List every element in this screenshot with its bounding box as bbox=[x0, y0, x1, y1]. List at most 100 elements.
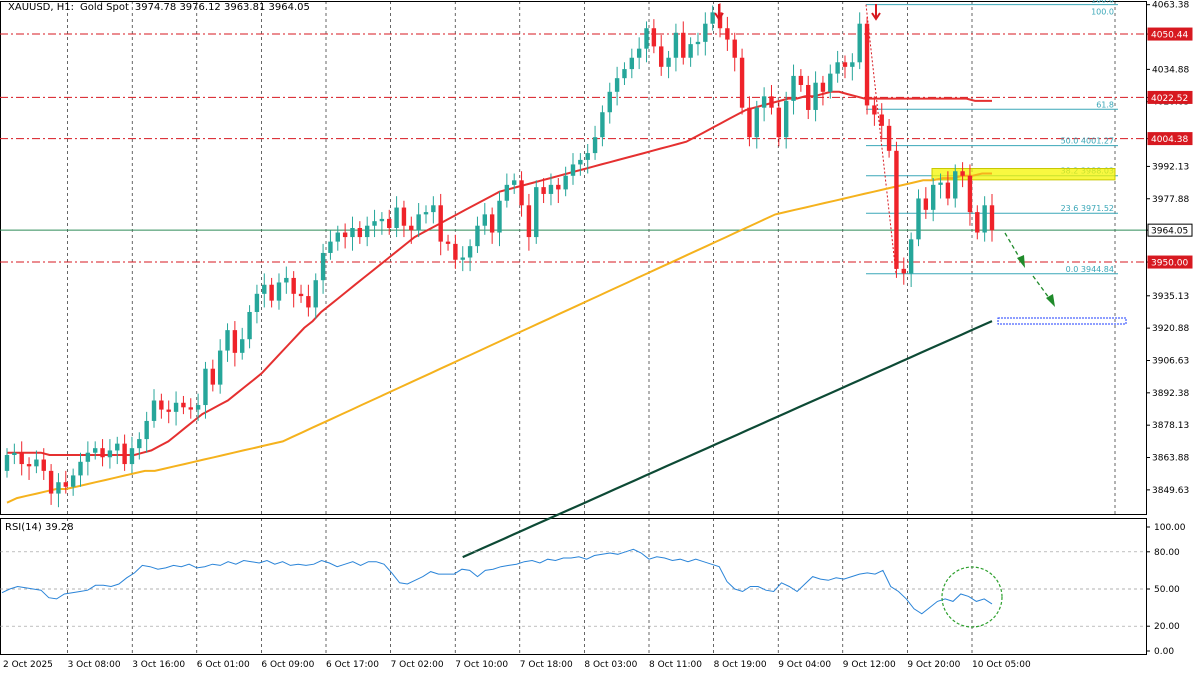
candle-body bbox=[379, 218, 385, 222]
candle-body bbox=[225, 330, 230, 351]
candle-body bbox=[923, 198, 929, 210]
candle-body bbox=[872, 105, 877, 115]
rsi-axis-label: 50.00 bbox=[1154, 585, 1180, 595]
candle-body bbox=[12, 452, 17, 455]
candle-body bbox=[438, 205, 443, 242]
projection-arrow-2 bbox=[1032, 275, 1053, 303]
candle-body bbox=[19, 452, 24, 465]
price-axis-label: 3849.63 bbox=[1152, 486, 1189, 496]
candle-body bbox=[504, 184, 510, 201]
candle-body bbox=[313, 280, 318, 308]
candle-body bbox=[938, 182, 943, 185]
candle-body bbox=[578, 159, 583, 165]
x-tick-label: 3 Oct 08:00 bbox=[68, 660, 121, 670]
candle-body bbox=[100, 448, 105, 458]
candle-body bbox=[401, 207, 407, 226]
projection-arrowhead-1 bbox=[1017, 255, 1025, 268]
candle-body bbox=[306, 296, 311, 308]
candle-body bbox=[967, 175, 973, 213]
candle-body bbox=[195, 405, 201, 410]
rsi-axis-label: 100.00 bbox=[1154, 523, 1186, 533]
price-panel-frame bbox=[0, 1, 1147, 515]
candle-body bbox=[681, 32, 686, 58]
candle-body bbox=[335, 232, 340, 242]
candle-body bbox=[247, 311, 252, 340]
candle-body bbox=[563, 175, 568, 190]
candle-body bbox=[725, 28, 730, 40]
fib-level-label: 50.0 4001.27 bbox=[1061, 137, 1114, 146]
candle-body bbox=[930, 184, 936, 210]
ma-mid-line bbox=[6, 172, 992, 504]
candle-body bbox=[48, 470, 54, 494]
candle-body bbox=[269, 284, 274, 301]
candle-body bbox=[754, 107, 759, 138]
candle-body bbox=[431, 205, 436, 213]
candle-body bbox=[879, 114, 884, 126]
candle-body bbox=[989, 205, 995, 231]
candle-body bbox=[908, 239, 914, 274]
candle-body bbox=[864, 23, 870, 106]
x-tick-label: 6 Oct 17:00 bbox=[326, 660, 379, 670]
x-tick-label: 3 Oct 16:00 bbox=[132, 660, 185, 670]
chart-header: XAUUSD, H1: Gold Spot 3974.78 3976.12 3963… bbox=[8, 2, 316, 13]
candle-body bbox=[894, 150, 899, 269]
price-tag-box bbox=[1147, 90, 1193, 104]
candle-body bbox=[320, 252, 326, 281]
candle-body bbox=[901, 268, 906, 274]
candle-body bbox=[982, 205, 987, 233]
candle-body bbox=[776, 107, 782, 138]
x-tick-label: 8 Oct 11:00 bbox=[649, 660, 702, 670]
candle-body bbox=[556, 184, 561, 190]
candle-body bbox=[703, 23, 708, 42]
candle-body bbox=[328, 241, 333, 253]
price-axis-label: 3935.13 bbox=[1152, 292, 1189, 302]
candle-body bbox=[534, 187, 539, 238]
x-tick-label: 10 Oct 05:00 bbox=[972, 660, 1031, 670]
candle-body bbox=[651, 28, 657, 47]
x-tick-label: 7 Oct 02:00 bbox=[391, 660, 444, 670]
candle-body bbox=[644, 28, 649, 49]
candle-body bbox=[717, 12, 723, 29]
candle-body bbox=[475, 225, 480, 247]
candle-body bbox=[203, 368, 208, 406]
rsi-highlight-circle bbox=[941, 566, 1003, 628]
fib-level-label: 0.0 3944.84 bbox=[1066, 265, 1114, 274]
x-tick-label: 9 Oct 04:00 bbox=[778, 660, 831, 670]
price-axis-label: 3920.88 bbox=[1152, 324, 1189, 334]
candle-body bbox=[806, 84, 811, 110]
swing-high-arrow bbox=[871, 4, 881, 21]
candle-body bbox=[210, 368, 216, 385]
fib-level-label: 100.0 bbox=[1091, 0, 1114, 5]
candle-body bbox=[70, 475, 76, 487]
candle-body bbox=[585, 153, 590, 160]
rsi-header: RSI(14) 39.28 bbox=[5, 522, 74, 533]
projection-arrowhead-2 bbox=[1046, 294, 1055, 307]
candle-body bbox=[85, 452, 91, 462]
rsi-axis-label: 20.00 bbox=[1154, 622, 1180, 632]
candle-body bbox=[482, 214, 487, 226]
candle-body bbox=[254, 293, 260, 312]
candle-body bbox=[975, 212, 980, 233]
candle-body bbox=[262, 284, 267, 294]
candle-body bbox=[850, 62, 855, 67]
candle-body bbox=[798, 75, 804, 85]
candle-body bbox=[129, 448, 135, 465]
candle-body bbox=[144, 420, 149, 440]
candle-body bbox=[519, 180, 524, 206]
candle-body bbox=[350, 227, 355, 238]
candle-body bbox=[107, 450, 113, 458]
candle-body bbox=[34, 459, 39, 467]
x-tick-label: 6 Oct 09:00 bbox=[261, 660, 314, 670]
price-axis-label: 3863.88 bbox=[1152, 454, 1189, 464]
candle-body bbox=[659, 46, 664, 67]
candle-body bbox=[41, 459, 46, 471]
candle-body bbox=[166, 409, 171, 412]
candle-body bbox=[63, 482, 69, 487]
candle-body bbox=[953, 171, 958, 199]
candle-body bbox=[298, 293, 304, 297]
x-tick-label: 9 Oct 20:00 bbox=[907, 660, 960, 670]
candle-body bbox=[276, 282, 282, 301]
candle-body bbox=[541, 187, 546, 194]
candle-body bbox=[387, 218, 392, 228]
